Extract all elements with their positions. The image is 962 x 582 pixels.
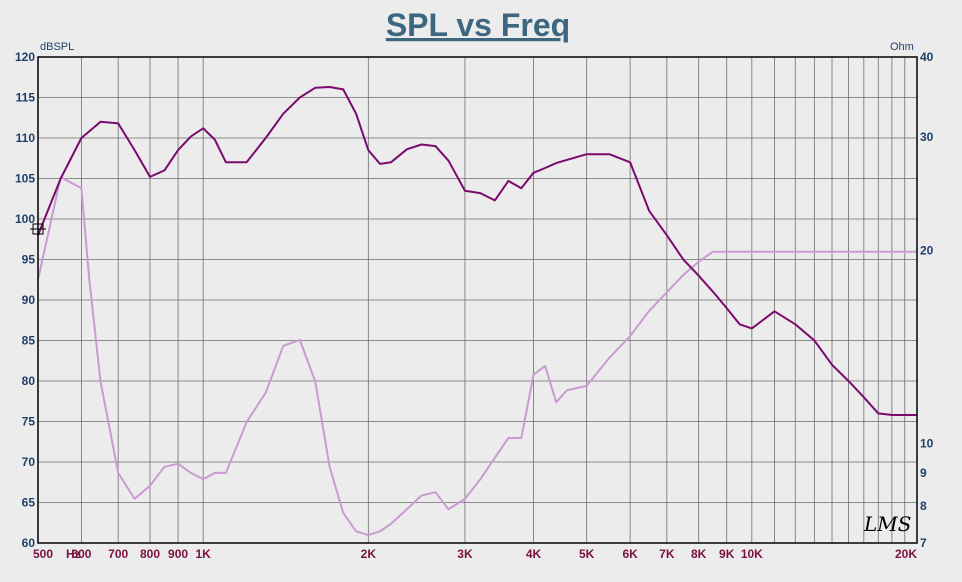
y2-tick-label: 9 [920,466,927,480]
grid [37,56,918,544]
x-tick-label: 8K [691,547,707,561]
x-tick-label: Hz [66,547,81,561]
y-tick-label: 100 [15,212,35,226]
y-tick-label: 115 [16,91,36,105]
y-tick-label: 110 [16,131,36,145]
y2-tick-label: 10 [920,437,934,451]
y2-tick-label: 20 [920,243,934,257]
y-tick-label: 90 [22,293,36,307]
x-tick-label: 20K [895,547,917,561]
y-tick-label: 85 [22,334,36,348]
series-line-impedance [37,176,917,537]
y2-tick-label: 30 [920,130,934,144]
y-tick-label: 80 [22,374,36,388]
x-tick-label: 4K [526,547,542,561]
chart-title: SPL vs Freq [386,7,570,43]
x-tick-label: 10K [741,547,763,561]
x-tick-label: 800 [140,547,160,561]
y-tick-label: 95 [22,253,36,267]
left-axis-unit: dBSPL [40,41,74,53]
cursor-marker-icon[interactable] [30,221,46,237]
y2-tick-label: 8 [920,499,927,513]
x-tick-label: 9K [719,547,735,561]
y-tick-label: 65 [22,496,36,510]
y2-tick-label: 40 [920,50,934,64]
series-layer [37,86,917,537]
lms-logo: LMS [863,512,911,536]
y-tick-label: 105 [15,172,35,186]
x-tick-label: 900 [168,547,188,561]
x-tick-label: 2K [361,547,377,561]
x-tick-label: 7K [659,547,675,561]
x-tick-label: 3K [457,547,473,561]
tick-labels: 60 65 70 75 80 85 90 95 100 105 110 115 120 7 8 9 10 20 30… [15,50,934,561]
y-tick-label: 60 [22,536,36,550]
y-tick-label: 70 [22,455,36,469]
x-tick-label: 6K [622,547,638,561]
x-tick-label: 700 [108,547,128,561]
x-tick-label: 600 [71,547,91,561]
y2-tick-label: 7 [920,536,927,550]
plot-frame [37,56,918,544]
y-tick-label: 120 [15,50,35,64]
series-line-spl [37,86,917,416]
right-axis-unit: Ohm [890,41,914,53]
y-tick-label: 75 [22,415,36,429]
x-tick-label: 5K [579,547,595,561]
x-tick-label: 1K [195,547,211,561]
x-tick-label: 500 [33,547,53,561]
